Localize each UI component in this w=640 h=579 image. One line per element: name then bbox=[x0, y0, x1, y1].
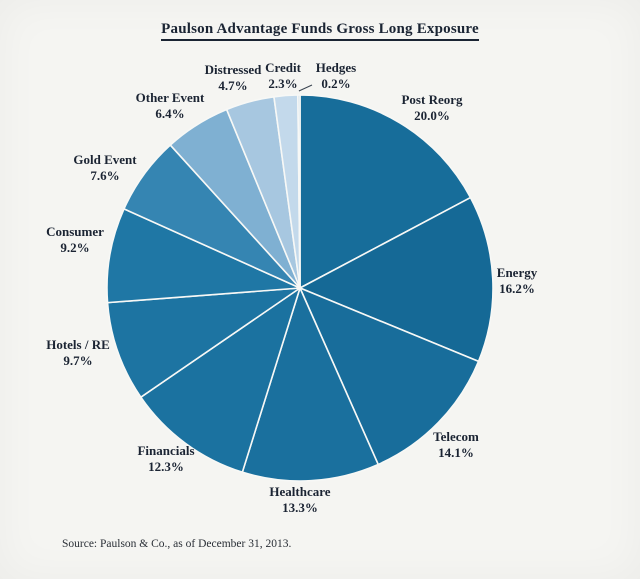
slice-label-healthcare: Healthcare 13.3% bbox=[269, 484, 330, 516]
slice-percent: 6.4% bbox=[155, 106, 185, 121]
pie-slice-consumer bbox=[106, 208, 301, 304]
pie-slice-energy bbox=[299, 196, 494, 363]
slice-name: Hotels / RE bbox=[46, 337, 110, 352]
slice-percent: 0.2% bbox=[321, 76, 351, 91]
pie-slice-healthcare bbox=[241, 287, 379, 482]
slice-name: Telecom bbox=[433, 429, 479, 444]
slice-name: Hedges bbox=[315, 60, 357, 75]
slice-name: Gold Event bbox=[73, 152, 137, 167]
pie-slice-hotels-re bbox=[106, 287, 301, 398]
slice-label-gold-event: Gold Event 7.6% bbox=[73, 152, 136, 184]
pie-slice-financials bbox=[140, 287, 301, 473]
slice-percent: 20.0% bbox=[414, 108, 450, 123]
slice-label-hedges: Hedges 0.2% bbox=[316, 60, 356, 92]
slice-percent: 2.3% bbox=[268, 76, 298, 91]
slice-percent: 13.3% bbox=[282, 500, 318, 515]
slice-name: Distressed bbox=[204, 62, 262, 77]
slice-name: Healthcare bbox=[269, 484, 331, 499]
slice-percent: 4.7% bbox=[218, 78, 248, 93]
slice-percent: 14.1% bbox=[438, 445, 474, 460]
slice-label-distressed: Distressed 4.7% bbox=[205, 62, 262, 94]
slice-label-energy: Energy 16.2% bbox=[497, 265, 537, 297]
slice-name: Energy bbox=[496, 265, 538, 280]
slice-label-financials: Financials 12.3% bbox=[137, 443, 194, 475]
slice-label-post-reorg: Post Reorg 20.0% bbox=[401, 92, 462, 124]
slice-percent: 7.6% bbox=[90, 168, 120, 183]
slice-percent: 12.3% bbox=[148, 459, 184, 474]
pie-slice-hedges bbox=[297, 94, 301, 289]
slice-percent: 9.7% bbox=[63, 353, 93, 368]
slice-percent: 9.2% bbox=[60, 240, 90, 255]
pie-slice-post-reorg bbox=[299, 94, 472, 289]
slice-name: Credit bbox=[265, 60, 301, 75]
source-note: Source: Paulson & Co., as of December 31… bbox=[62, 538, 292, 550]
chart-title-wrap: Paulson Advantage Funds Gross Long Expos… bbox=[0, 20, 640, 41]
slice-label-hotels-re: Hotels / RE 9.7% bbox=[46, 337, 110, 369]
slice-name: Post Reorg bbox=[401, 92, 463, 107]
slice-name: Other Event bbox=[135, 90, 205, 105]
slice-label-consumer: Consumer 9.2% bbox=[46, 224, 104, 256]
pie-slice-telecom bbox=[299, 287, 480, 466]
slice-label-other-event: Other Event 6.4% bbox=[136, 90, 205, 122]
slice-name: Consumer bbox=[46, 224, 104, 239]
slice-percent: 16.2% bbox=[499, 281, 535, 296]
slice-label-credit: Credit 2.3% bbox=[265, 60, 301, 92]
slice-name: Financials bbox=[137, 443, 195, 458]
callout-line-hedges bbox=[298, 84, 313, 92]
slice-label-telecom: Telecom 14.1% bbox=[433, 429, 479, 461]
chart-title: Paulson Advantage Funds Gross Long Expos… bbox=[161, 21, 479, 41]
